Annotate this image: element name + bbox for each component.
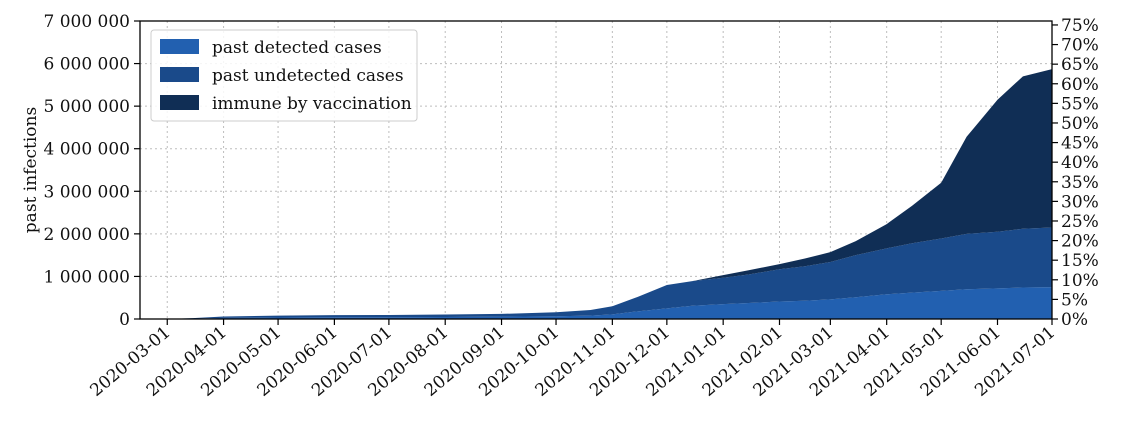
area-series-1 (167, 227, 1053, 319)
y-axis: 0 1 000 000 2 000 000 3 000 000 4 000 000 5 0… (43, 12, 140, 330)
secondary-y-tick-label: 65% (1061, 55, 1099, 75)
legend: past detected cases past undetected cases… (150, 29, 418, 122)
secondary-y-tick-label: 60% (1061, 75, 1099, 95)
secondary-y-tick-label: 15% (1061, 251, 1099, 271)
secondary-y-tick-label: 5% (1061, 290, 1088, 310)
x-axis: 2020-03-012020-04-012020-05-012020-06-01… (87, 319, 1059, 401)
y-tick-label: 4 000 000 (43, 140, 130, 160)
secondary-y-tick-label: 20% (1061, 232, 1099, 252)
y-tick-label: 6 000 000 (43, 55, 130, 75)
secondary-y-tick-label: 50% (1061, 114, 1099, 134)
secondary-y-tick-label: 45% (1061, 134, 1099, 154)
y-tick-label: 3 000 000 (43, 182, 130, 202)
y-tick-label: 0 (119, 310, 130, 330)
secondary-y-tick-label: 70% (1061, 36, 1099, 56)
y-tick-label: 7 000 000 (43, 12, 130, 32)
y-axis-label: past infections (21, 107, 41, 233)
secondary-y-tick-label: 30% (1061, 192, 1099, 212)
legend-swatch-2 (160, 95, 199, 110)
y-tick-label: 5 000 000 (43, 97, 130, 117)
legend-swatch-1 (160, 67, 199, 82)
area-series-0 (167, 287, 1053, 319)
secondary-y-axis: 0%5%10%15%20%25%30%35%40%45%50%55%60%65%… (1052, 16, 1099, 330)
plot-frame (139, 20, 1053, 320)
area-series-2 (167, 69, 1053, 319)
secondary-y-tick-label: 25% (1061, 212, 1099, 232)
y-tick-label: 2 000 000 (43, 225, 130, 245)
y-tick-label: 1 000 000 (43, 267, 130, 287)
legend-label-2: immune by vaccination (212, 94, 412, 114)
secondary-y-tick-label: 55% (1061, 94, 1099, 114)
legend-label-1: past undetected cases (212, 66, 404, 86)
stacked-areas (167, 69, 1053, 319)
secondary-y-tick-label: 10% (1061, 271, 1099, 291)
secondary-y-tick-label: 35% (1061, 173, 1099, 193)
legend-box (150, 29, 418, 122)
secondary-y-tick-label: 0% (1061, 310, 1088, 330)
secondary-y-tick-label: 40% (1061, 153, 1099, 173)
secondary-y-tick-label: 75% (1061, 16, 1099, 36)
legend-swatch-0 (160, 39, 199, 54)
legend-label-0: past detected cases (212, 38, 382, 58)
